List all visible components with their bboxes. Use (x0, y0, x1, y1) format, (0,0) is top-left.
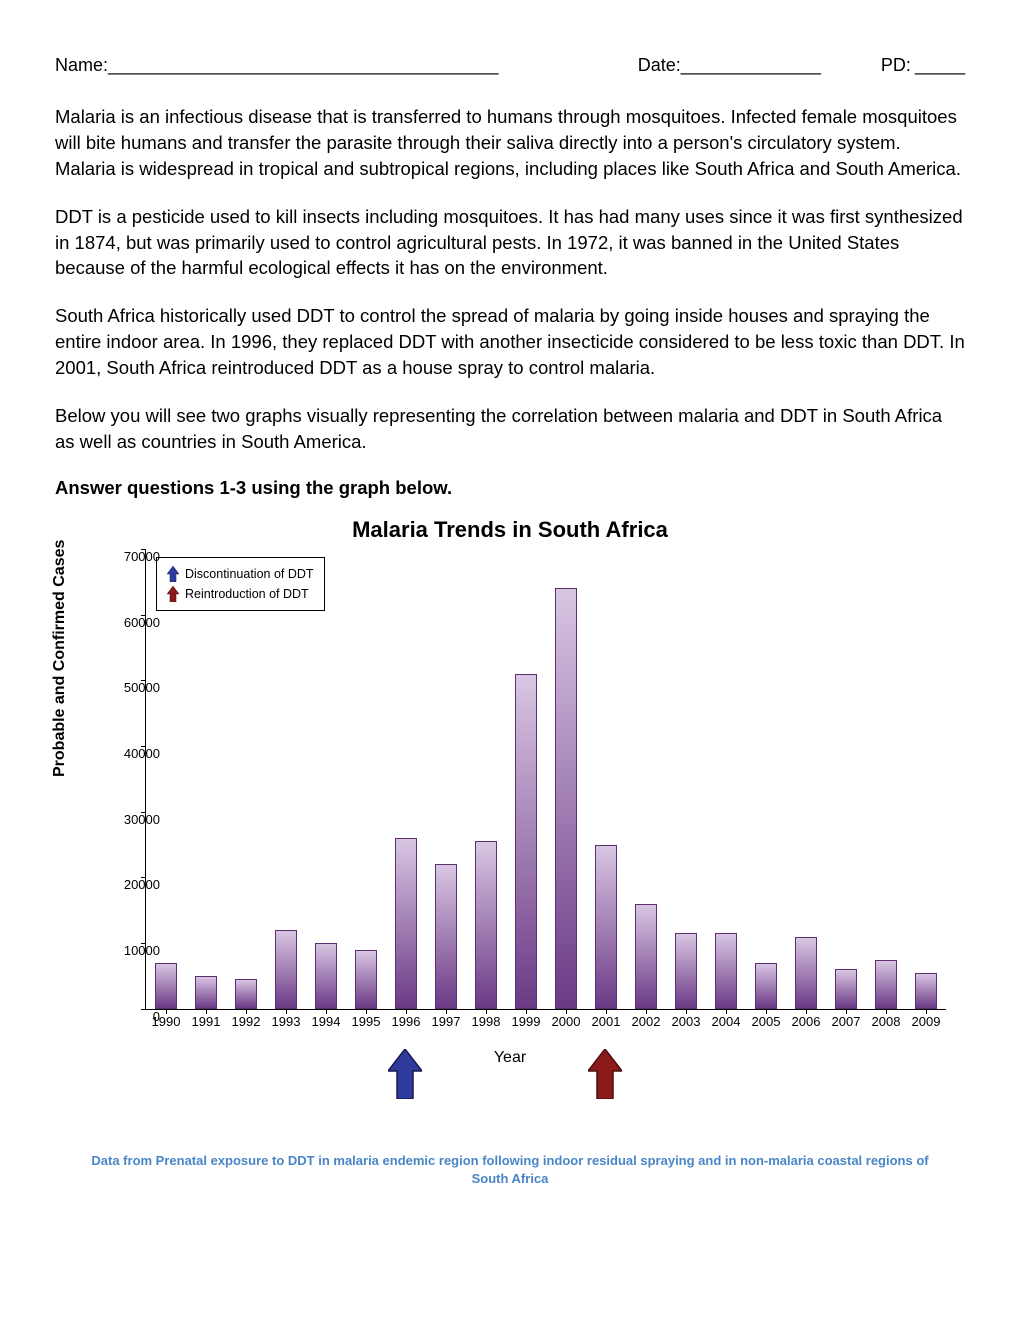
arrow-up-blue-icon (167, 566, 179, 582)
annotation-arrow-red (588, 1049, 622, 1104)
x-tick-label: 2003 (672, 1014, 701, 1029)
x-tick-label: 2001 (592, 1014, 621, 1029)
bar (795, 937, 817, 1009)
bar (555, 588, 577, 1009)
instruction-text: Answer questions 1-3 using the graph bel… (55, 477, 965, 499)
x-tick-label: 2005 (752, 1014, 781, 1029)
malaria-chart: Malaria Trends in South Africa Probable … (55, 517, 965, 1122)
x-tick-label: 2006 (792, 1014, 821, 1029)
date-blank: ______________ (681, 55, 821, 76)
x-tick-label: 1996 (392, 1014, 421, 1029)
citation-text: Data from Prenatal exposure to DDT in ma… (55, 1152, 965, 1188)
x-tick-label: 1994 (312, 1014, 341, 1029)
x-tick-label: 1999 (512, 1014, 541, 1029)
name-blank: _______________________________________ (108, 55, 498, 76)
bar (675, 933, 697, 1009)
paragraph-3: South Africa historically used DDT to co… (55, 303, 965, 381)
x-tick-label: 2009 (912, 1014, 941, 1029)
legend-item-1: Discontinuation of DDT (167, 564, 314, 584)
x-tick-label: 1991 (192, 1014, 221, 1029)
bar (395, 838, 417, 1009)
legend-item-2: Reintroduction of DDT (167, 584, 314, 604)
x-tick-label: 1993 (272, 1014, 301, 1029)
paragraph-4: Below you will see two graphs visually r… (55, 403, 965, 455)
pd-label: PD: (881, 55, 911, 76)
bar (155, 963, 177, 1009)
x-tick-label: 2002 (632, 1014, 661, 1029)
bar (315, 943, 337, 1009)
legend-label-1: Discontinuation of DDT (185, 567, 314, 581)
x-tick-label: 2000 (552, 1014, 581, 1029)
header-fields: Name: __________________________________… (55, 55, 965, 76)
bar (515, 674, 537, 1009)
worksheet-page: Name: __________________________________… (0, 0, 1020, 1218)
annotation-arrow-blue (388, 1049, 422, 1104)
bar (475, 841, 497, 1009)
x-tick-label: 2004 (712, 1014, 741, 1029)
bar (435, 864, 457, 1009)
bar (635, 904, 657, 1009)
bar (595, 845, 617, 1009)
paragraph-2: DDT is a pesticide used to kill insects … (55, 204, 965, 282)
x-tick-label: 1992 (232, 1014, 261, 1029)
bar (275, 930, 297, 1009)
bar (835, 969, 857, 1008)
x-tick-label: 1998 (472, 1014, 501, 1029)
chart-legend: Discontinuation of DDT Reintroduction of… (156, 557, 325, 611)
x-tick-label: 1995 (352, 1014, 381, 1029)
arrow-up-red-icon (167, 586, 179, 602)
x-tick-label: 2007 (832, 1014, 861, 1029)
bar (755, 963, 777, 1009)
y-tick (141, 1009, 146, 1010)
bar (715, 933, 737, 1009)
paragraph-1: Malaria is an infectious disease that is… (55, 104, 965, 182)
name-label: Name: (55, 55, 108, 76)
plot-area: Discontinuation of DDT Reintroduction of… (145, 549, 946, 1010)
bar (195, 976, 217, 1009)
date-label: Date: (638, 55, 681, 76)
bar (355, 950, 377, 1009)
bar (915, 973, 937, 1009)
legend-label-2: Reintroduction of DDT (185, 587, 309, 601)
bar (235, 979, 257, 1009)
x-tick-label: 1997 (432, 1014, 461, 1029)
pd-blank: _____ (915, 55, 965, 76)
chart-title: Malaria Trends in South Africa (55, 517, 965, 543)
x-axis-label: Year (494, 1049, 526, 1067)
y-axis-label: Probable and Confirmed Cases (51, 539, 69, 776)
bar (875, 960, 897, 1009)
x-tick-label: 2008 (872, 1014, 901, 1029)
